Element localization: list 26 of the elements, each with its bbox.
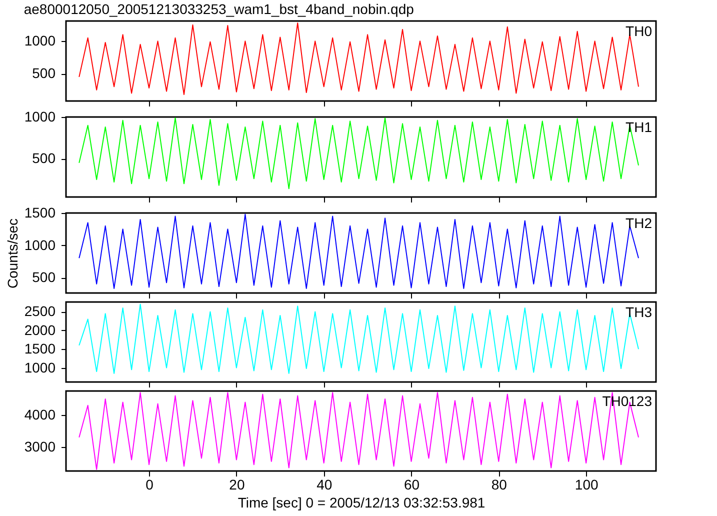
annotation: TH0 — [626, 23, 652, 39]
y-tick-label: 1000 — [24, 32, 56, 49]
annotation: TH3 — [626, 304, 652, 320]
y-tick-label: 500 — [32, 269, 56, 286]
y-tick-label: 500 — [32, 150, 56, 166]
y-tick-label: 1000 — [24, 359, 56, 376]
y-tick-label: 2500 — [24, 303, 56, 320]
y-tick-label: 2000 — [24, 322, 56, 338]
x-tick-label: 20 — [229, 476, 245, 492]
x-tick-label: 100 — [574, 476, 598, 492]
annotation: TH2 — [626, 215, 652, 231]
y-tick-label: 1000 — [24, 108, 56, 124]
y-axis-title: Counts/sec — [4, 218, 20, 289]
y-tick-label: 4000 — [24, 406, 56, 422]
x-tick-label: 40 — [316, 476, 332, 492]
x-tick-label: 0 — [146, 476, 154, 492]
y-tick-label: 1500 — [24, 340, 56, 357]
x-tick-label: 80 — [491, 476, 508, 492]
y-tick-label: 500 — [32, 65, 56, 82]
y-tick-label: 3000 — [24, 438, 56, 454]
x-axis-title: Time [sec] 0 = 2005/12/13 03:32:53.981 — [238, 494, 486, 510]
y-tick-label: 1500 — [24, 204, 56, 220]
x-tick-label: 60 — [404, 476, 420, 492]
chart-title: ae800012050_20051213033253_wam1_bst_4band_nobin.qdp — [24, 1, 414, 17]
y-tick-label: 1000 — [24, 236, 56, 253]
annotation: TH1 — [626, 119, 652, 135]
